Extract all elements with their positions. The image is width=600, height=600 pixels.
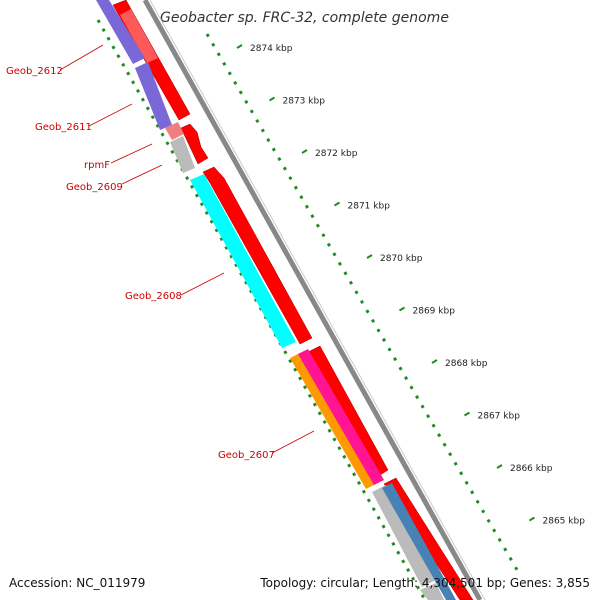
kbp-tick-label: 2871 kbp [348,202,391,212]
kbp-tick-label: 2869 kbp [413,307,456,317]
cds-forward-1-shade [120,9,158,63]
cds-forward-3[interactable] [202,166,313,345]
kbp-tick-label: 2868 kbp [445,359,488,369]
kbp-tick-label: 2874 kbp [250,44,293,54]
accession-text: Accession: NC_011979 [9,576,146,590]
reverse-strand-track [96,0,456,600]
cds-forward-2[interactable] [180,123,209,165]
kbp-tick-labels: 2874 kbp 2873 kbp 2872 kbp 2871 kbp 2870 kbp… [236,44,586,527]
leader-geob-2608 [180,272,225,296]
kbp-tick-mark [528,516,536,522]
gene-labels: Geob_2612 Geob_2611 rpmF Geob_2609 Geob_… [6,44,315,461]
kbp-tick-label: 2870 kbp [380,254,423,264]
kbp-tick-mark [268,96,276,102]
leader-geob-2609 [121,164,163,185]
feature-grey-end[interactable] [420,583,444,600]
geob-2612-label[interactable]: Geob_2612 [6,66,63,77]
genome-title: Geobacter sp. FRC-32, complete genome [160,10,449,26]
kbp-tick-mark [398,306,406,312]
feature-grey-lower[interactable] [372,485,436,587]
feature-blue[interactable] [382,483,456,600]
feature-purple-2[interactable] [135,62,172,130]
feature-geob-2608[interactable] [190,174,296,348]
kbp-tick-mark [366,254,373,259]
kbp-tick-mark [496,464,503,469]
leader-geob-2611 [88,103,133,127]
backbone-ring [142,0,483,600]
leader-rpmf [110,143,153,164]
feature-magenta[interactable] [298,349,384,485]
outer-dotted-ring [205,33,522,576]
kbp-tick-mark [236,44,243,49]
kbp-tick-mark [431,359,438,364]
feature-orange[interactable] [290,353,376,489]
rpmf-label[interactable]: rpmF [84,160,110,171]
geob-2607-label[interactable]: Geob_2607 [218,450,275,461]
genome-summary-text: Topology: circular; Length: 4,304,501 bp… [260,576,590,590]
leader-geob-2612 [59,44,104,71]
kbp-tick-mark [463,411,471,417]
kbp-tick-label: 2866 kbp [510,464,553,474]
feature-geob-2609[interactable] [170,136,195,173]
leader-geob-2607 [271,430,315,454]
geob-2611-label[interactable]: Geob_2611 [35,122,92,133]
kbp-tick-label: 2865 kbp [543,517,586,527]
geob-2608-label[interactable]: Geob_2608 [125,291,182,302]
kbp-tick-label: 2873 kbp [283,97,326,107]
kbp-tick-label: 2872 kbp [315,149,358,159]
kbp-tick-mark [333,201,341,207]
geob-2609-label[interactable]: Geob_2609 [66,182,123,193]
kbp-tick-label: 2867 kbp [478,412,521,422]
feature-rpmf[interactable] [165,122,184,140]
kbp-tick-mark [301,149,308,154]
backbone-highlight [149,0,486,600]
feature-purple-1[interactable] [96,0,145,64]
